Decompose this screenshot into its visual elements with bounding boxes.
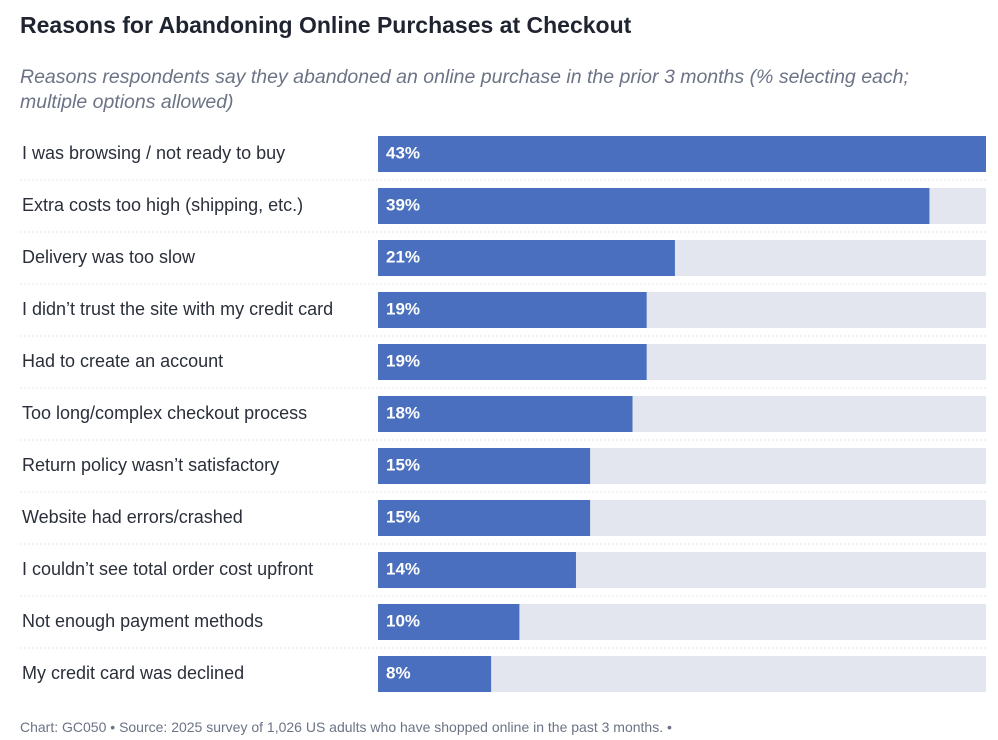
bar	[378, 604, 520, 640]
value-label: 15%	[386, 507, 420, 526]
category-label: I didn’t trust the site with my credit c…	[22, 299, 333, 319]
category-label: Not enough payment methods	[22, 611, 263, 631]
value-label: 18%	[386, 403, 420, 422]
category-label: Delivery was too slow	[22, 247, 196, 267]
bar	[378, 240, 675, 276]
category-label: Website had errors/crashed	[22, 507, 243, 527]
bar	[378, 448, 591, 484]
value-label: 19%	[386, 299, 420, 318]
separator: •	[110, 719, 120, 735]
chart-subtitle: Reasons respondents say they abandoned a…	[20, 66, 909, 113]
category-label: Extra costs too high (shipping, etc.)	[22, 195, 303, 215]
bar	[378, 552, 576, 588]
footer-source: Source: 2025 survey of 1,026 US adults w…	[119, 719, 664, 735]
bar	[378, 292, 647, 328]
bar	[378, 396, 633, 432]
value-label: 8%	[386, 663, 411, 682]
category-label: Return policy wasn’t satisfactory	[22, 455, 279, 475]
category-label: Too long/complex checkout process	[22, 403, 307, 423]
footer: Chart: GC050 • Source: 2025 survey of 1,…	[20, 719, 672, 735]
category-label: Had to create an account	[22, 351, 223, 371]
bar	[378, 344, 647, 380]
category-label: I was browsing / not ready to buy	[22, 143, 285, 163]
chart: I was browsing / not ready to buy 43% Extr…	[20, 136, 986, 692]
value-label: 43%	[386, 143, 420, 162]
bar	[378, 188, 930, 224]
bar	[378, 136, 986, 172]
value-label: 19%	[386, 351, 420, 370]
value-label: 15%	[386, 455, 420, 474]
footer-chart-id: Chart: GC050	[20, 719, 107, 735]
value-label: 14%	[386, 559, 420, 578]
category-label: My credit card was declined	[22, 663, 244, 683]
value-label: 21%	[386, 247, 420, 266]
separator: •	[666, 719, 672, 735]
bar	[378, 656, 492, 692]
bar	[378, 500, 591, 536]
chart-title: Reasons for Abandoning Online Purchases …	[20, 12, 632, 38]
value-label: 10%	[386, 611, 420, 630]
category-label: I couldn’t see total order cost upfront	[22, 559, 313, 579]
value-label: 39%	[386, 195, 420, 214]
